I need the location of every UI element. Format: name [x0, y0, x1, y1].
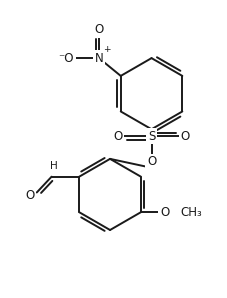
- Text: S: S: [147, 130, 155, 143]
- Text: N: N: [94, 52, 103, 65]
- Text: ⁻O: ⁻O: [58, 52, 74, 65]
- Text: O: O: [159, 206, 168, 219]
- Text: O: O: [180, 130, 189, 143]
- Text: H: H: [49, 161, 57, 171]
- Text: O: O: [146, 155, 155, 168]
- Text: +: +: [103, 45, 110, 54]
- Text: CH₃: CH₃: [180, 206, 201, 219]
- Text: O: O: [113, 130, 122, 143]
- Text: O: O: [94, 23, 103, 36]
- Text: O: O: [25, 189, 34, 202]
